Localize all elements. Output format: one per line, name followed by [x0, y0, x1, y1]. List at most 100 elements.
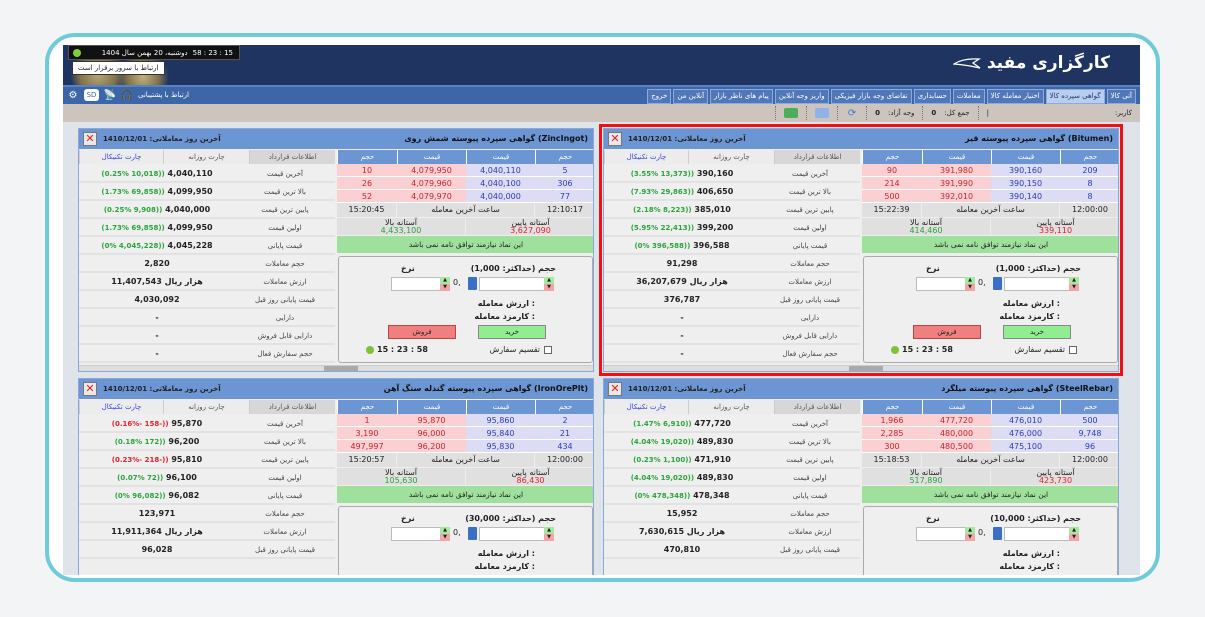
volume-stepper[interactable]: ▲ ▼	[544, 527, 554, 541]
volume-input[interactable]	[479, 527, 545, 541]
nav-tab[interactable]: حسابداری	[913, 89, 951, 104]
buy-button[interactable]: خرید	[1003, 325, 1071, 339]
bid-price[interactable]: 390,160	[991, 164, 1060, 177]
buy-button[interactable]: خرید	[478, 325, 546, 339]
price-stepper[interactable]: ▲ ▼	[440, 277, 450, 291]
bid-volume[interactable]: 434	[535, 440, 593, 453]
bid-price[interactable]: 95,840	[466, 427, 535, 440]
bid-price[interactable]: 95,830	[466, 440, 535, 453]
monitor-icon[interactable]	[784, 108, 799, 118]
ask-price[interactable]: 480,000	[922, 427, 991, 440]
info-tab[interactable]: چارت تکنیکال	[79, 400, 163, 414]
panel-scrollbar[interactable]	[604, 365, 1118, 371]
ask-price[interactable]: 480,500	[922, 440, 991, 453]
bid-volume[interactable]: 96	[1060, 440, 1118, 453]
ask-volume[interactable]: 1,966	[862, 414, 922, 427]
info-tab[interactable]: چارت روزانه	[688, 150, 774, 164]
ask-price[interactable]: 95,870	[397, 414, 466, 427]
nav-tab[interactable]: آتی کالا	[1106, 89, 1136, 104]
headset-icon[interactable]: 🎧	[120, 89, 134, 101]
satellite-icon[interactable]: 📡	[103, 89, 117, 101]
calculator-icon[interactable]	[468, 527, 477, 540]
bid-volume[interactable]: 209	[1060, 164, 1118, 177]
close-icon[interactable]: ✕	[608, 382, 622, 396]
panel-scrollbar[interactable]	[79, 365, 593, 371]
bid-volume[interactable]: 8	[1060, 190, 1118, 203]
ask-price[interactable]: 391,980	[922, 164, 991, 177]
ask-volume[interactable]: 300	[862, 440, 922, 453]
calculator-icon[interactable]	[993, 277, 1002, 290]
nav-tab[interactable]: آنلاین من	[673, 89, 709, 104]
ask-price[interactable]: 392,010	[922, 190, 991, 203]
nav-tab[interactable]: گواهی سپرده کالا	[1045, 89, 1105, 104]
bid-volume[interactable]: 77	[535, 190, 593, 203]
ask-price[interactable]: 4,079,950	[397, 164, 466, 177]
close-icon[interactable]: ✕	[83, 382, 97, 396]
ask-price[interactable]: 4,079,970	[397, 190, 466, 203]
nav-tab[interactable]: معاملات	[952, 89, 985, 104]
bid-price[interactable]: 476,010	[991, 414, 1060, 427]
nav-tab[interactable]: خروج	[647, 89, 672, 104]
sell-button[interactable]: فروش	[913, 325, 981, 339]
nav-tab[interactable]: اختیار معامله کالا	[986, 89, 1044, 104]
sell-button[interactable]: فروش	[388, 325, 456, 339]
ask-volume[interactable]: 1	[337, 414, 397, 427]
ask-volume[interactable]: 26	[337, 177, 397, 190]
nav-tab[interactable]: تقاضای وجه بازار فیزیکی	[830, 89, 912, 104]
price-input[interactable]	[916, 527, 966, 541]
ask-volume[interactable]: 52	[337, 190, 397, 203]
bid-volume[interactable]: 2	[535, 414, 593, 427]
price-input[interactable]	[391, 527, 441, 541]
bid-volume[interactable]: 500	[1060, 414, 1118, 427]
split-order-label[interactable]: تقسیم سفارش	[1014, 345, 1065, 354]
volume-stepper[interactable]: ▲ ▼	[1069, 527, 1079, 541]
bid-price[interactable]: 390,150	[991, 177, 1060, 190]
info-tab[interactable]: چارت تکنیکال	[604, 400, 688, 414]
volume-input[interactable]	[1004, 277, 1070, 291]
volume-stepper[interactable]: ▲ ▼	[544, 277, 554, 291]
bid-price[interactable]: 4,040,000	[466, 190, 535, 203]
info-tab[interactable]: اطلاعات قرارداد	[774, 150, 860, 164]
scroll-arrow-icon[interactable]	[849, 366, 883, 371]
bid-volume[interactable]: 5	[535, 164, 593, 177]
info-tab[interactable]: چارت روزانه	[163, 150, 249, 164]
volume-input[interactable]	[479, 277, 545, 291]
chat-icon[interactable]: SD	[84, 89, 99, 101]
info-tab[interactable]: اطلاعات قرارداد	[249, 150, 335, 164]
info-tab[interactable]: اطلاعات قرارداد	[774, 400, 860, 414]
volume-input[interactable]	[1004, 527, 1070, 541]
split-order-checkbox[interactable]	[1069, 346, 1077, 354]
nav-tab[interactable]: پیام های ناظر بازار	[710, 89, 773, 104]
volume-stepper[interactable]: ▲ ▼	[1069, 277, 1079, 291]
info-tab[interactable]: چارت تکنیکال	[79, 150, 163, 164]
ask-price[interactable]: 96,200	[397, 440, 466, 453]
bid-price[interactable]: 4,040,110	[466, 164, 535, 177]
ask-volume[interactable]: 90	[862, 164, 922, 177]
bid-price[interactable]: 95,860	[466, 414, 535, 427]
ask-price[interactable]: 4,079,960	[397, 177, 466, 190]
price-stepper[interactable]: ▲ ▼	[965, 527, 975, 541]
info-tab[interactable]: چارت روزانه	[688, 400, 774, 414]
support-link[interactable]: ارتباط با پشتیبانی	[138, 91, 189, 99]
info-tab[interactable]: چارت روزانه	[163, 400, 249, 414]
scroll-arrow-icon[interactable]	[324, 366, 358, 371]
ask-volume[interactable]: 497,997	[337, 440, 397, 453]
ask-volume[interactable]: 214	[862, 177, 922, 190]
info-tab[interactable]: اطلاعات قرارداد	[249, 400, 335, 414]
ask-price[interactable]: 96,000	[397, 427, 466, 440]
ask-volume[interactable]: 10	[337, 164, 397, 177]
bid-price[interactable]: 390,140	[991, 190, 1060, 203]
ask-volume[interactable]: 3,190	[337, 427, 397, 440]
ask-price[interactable]: 391,990	[922, 177, 991, 190]
layout-icon[interactable]	[815, 108, 830, 118]
bid-price[interactable]: 4,040,100	[466, 177, 535, 190]
calculator-icon[interactable]	[993, 527, 1002, 540]
ask-volume[interactable]: 500	[862, 190, 922, 203]
bid-price[interactable]: 475,100	[991, 440, 1060, 453]
price-input[interactable]	[391, 277, 441, 291]
bid-volume[interactable]: 9,748	[1060, 427, 1118, 440]
price-stepper[interactable]: ▲ ▼	[965, 277, 975, 291]
close-icon[interactable]: ✕	[83, 132, 97, 146]
ask-volume[interactable]: 2,285	[862, 427, 922, 440]
bid-volume[interactable]: 8	[1060, 177, 1118, 190]
